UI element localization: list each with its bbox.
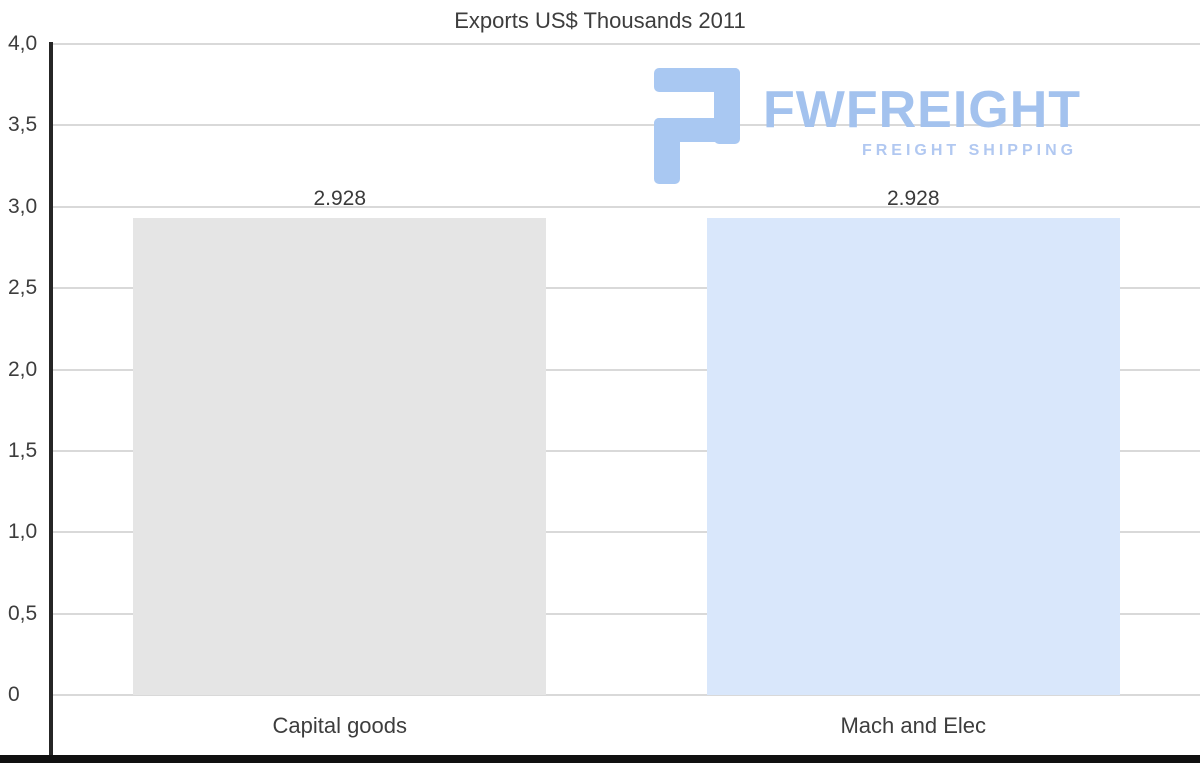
gridline xyxy=(53,124,1200,127)
bar-slot-capital-goods: 2.928 xyxy=(53,44,627,695)
x-label-mach-and-elec: Mach and Elec xyxy=(840,713,987,738)
y-tick-label: 2,0 xyxy=(8,357,38,381)
y-axis-line xyxy=(49,42,53,755)
gridline xyxy=(53,43,1200,45)
bar-slot-mach-and-elec: 2.928 xyxy=(627,44,1200,695)
chart-bottom-border xyxy=(0,755,1200,763)
x-label-capital-goods: Capital goods xyxy=(272,713,408,738)
gridline xyxy=(53,449,1200,452)
gridline xyxy=(53,368,1200,371)
gridline xyxy=(53,531,1200,534)
y-tick-label: 0 xyxy=(8,683,20,706)
y-tick-label: 3,5 xyxy=(8,113,38,137)
plot-area: 2.928 2.928 xyxy=(53,43,1200,696)
y-tick-label: 3,0 xyxy=(8,194,38,218)
y-axis-tick-labels: 4,0 3,5 3,0 2,5 2,0 1,5 1,0 0,5 0 xyxy=(0,32,50,706)
gridline xyxy=(53,287,1200,290)
gridline xyxy=(53,205,1200,208)
y-tick-label: 0,5 xyxy=(8,601,38,625)
gridlines xyxy=(53,43,1200,696)
y-tick-label: 2,5 xyxy=(8,276,38,300)
chart-title: Exports US$ Thousands 2011 xyxy=(454,8,746,33)
gridline xyxy=(53,694,1200,696)
y-tick-label: 4,0 xyxy=(8,32,38,55)
bar-value-label: 2.928 xyxy=(886,187,940,211)
y-tick-label: 1,5 xyxy=(8,438,38,462)
gridline xyxy=(53,612,1200,615)
bar-value-label: 2.928 xyxy=(313,187,367,211)
bar-capital-goods[interactable] xyxy=(133,218,547,695)
bar-mach-and-elec[interactable] xyxy=(706,218,1120,695)
x-axis-labels: Capital goods Mach and Elec xyxy=(53,713,1200,745)
y-tick-label: 1,0 xyxy=(8,520,38,544)
